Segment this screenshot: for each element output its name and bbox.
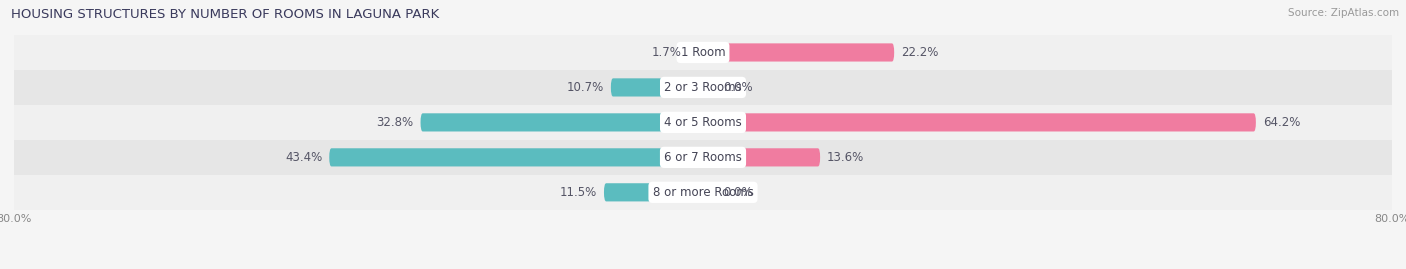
Text: 2 or 3 Rooms: 2 or 3 Rooms bbox=[664, 81, 742, 94]
Text: 13.6%: 13.6% bbox=[827, 151, 865, 164]
FancyBboxPatch shape bbox=[329, 148, 703, 167]
FancyBboxPatch shape bbox=[605, 183, 703, 201]
FancyBboxPatch shape bbox=[420, 113, 703, 132]
Text: 10.7%: 10.7% bbox=[567, 81, 605, 94]
Text: 22.2%: 22.2% bbox=[901, 46, 938, 59]
Text: 1.7%: 1.7% bbox=[651, 46, 682, 59]
Bar bbox=[14, 35, 1392, 70]
Text: 8 or more Rooms: 8 or more Rooms bbox=[652, 186, 754, 199]
Text: Source: ZipAtlas.com: Source: ZipAtlas.com bbox=[1288, 8, 1399, 18]
FancyBboxPatch shape bbox=[703, 148, 820, 167]
Text: 43.4%: 43.4% bbox=[285, 151, 322, 164]
Text: 32.8%: 32.8% bbox=[377, 116, 413, 129]
Text: 0.0%: 0.0% bbox=[723, 81, 752, 94]
Text: HOUSING STRUCTURES BY NUMBER OF ROOMS IN LAGUNA PARK: HOUSING STRUCTURES BY NUMBER OF ROOMS IN… bbox=[11, 8, 440, 21]
Bar bbox=[14, 70, 1392, 105]
Text: 64.2%: 64.2% bbox=[1263, 116, 1301, 129]
FancyBboxPatch shape bbox=[689, 43, 703, 62]
FancyBboxPatch shape bbox=[703, 43, 894, 62]
FancyBboxPatch shape bbox=[610, 78, 703, 97]
FancyBboxPatch shape bbox=[703, 78, 716, 97]
FancyBboxPatch shape bbox=[703, 113, 1256, 132]
FancyBboxPatch shape bbox=[703, 183, 716, 201]
Bar bbox=[14, 175, 1392, 210]
Bar bbox=[14, 105, 1392, 140]
Text: 1 Room: 1 Room bbox=[681, 46, 725, 59]
Text: 11.5%: 11.5% bbox=[560, 186, 598, 199]
Text: 4 or 5 Rooms: 4 or 5 Rooms bbox=[664, 116, 742, 129]
Text: 6 or 7 Rooms: 6 or 7 Rooms bbox=[664, 151, 742, 164]
Text: 0.0%: 0.0% bbox=[723, 186, 752, 199]
Bar bbox=[14, 140, 1392, 175]
